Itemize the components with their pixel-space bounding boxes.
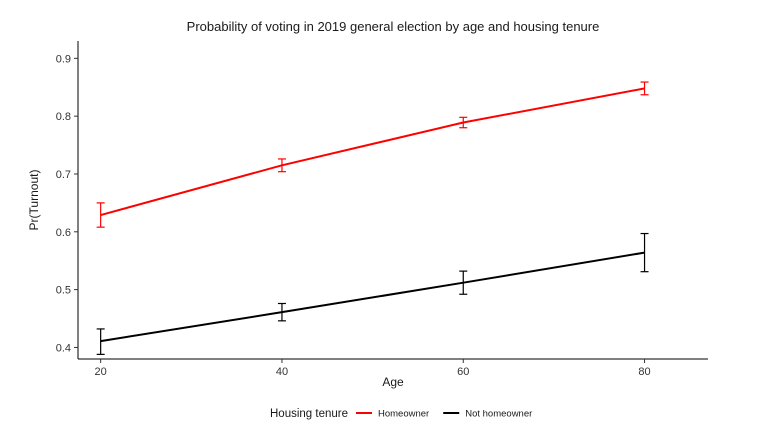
series-line-homeowner xyxy=(100,87,645,216)
legend-item-not-homeowner: Not homeowner xyxy=(443,409,532,420)
x-tick-label: 80 xyxy=(638,366,650,378)
series-homeowner xyxy=(96,81,649,228)
error-bar xyxy=(96,202,105,228)
y-tick-label: 0.5 xyxy=(56,285,71,297)
y-tick-label: 0.6 xyxy=(56,227,71,239)
series-line-not-homeowner xyxy=(100,251,645,343)
x-ticks: 20 40 60 80 xyxy=(95,359,651,378)
error-bar xyxy=(277,302,286,322)
axes: 0.4 0.5 0.6 0.7 0.8 0.9 20 40 60 80 xyxy=(56,41,708,378)
chart-title: Probability of voting in 2019 general el… xyxy=(187,19,600,34)
legend-items: Homeowner Not homeowner xyxy=(356,409,532,420)
legend-title: Housing tenure xyxy=(270,408,348,420)
x-axis-label: Age xyxy=(382,375,404,389)
error-bar xyxy=(96,328,105,355)
y-tick-label: 0.7 xyxy=(56,169,71,181)
legend-label: Not homeowner xyxy=(465,409,532,420)
error-bar xyxy=(640,81,649,96)
y-tick-label: 0.8 xyxy=(56,111,71,123)
error-bar xyxy=(459,270,468,295)
error-bar xyxy=(277,158,286,173)
series-layer xyxy=(96,81,649,355)
x-tick-label: 60 xyxy=(457,366,469,378)
y-tick-label: 0.4 xyxy=(56,342,71,354)
error-bar xyxy=(640,232,649,273)
series-not-homeowner xyxy=(96,232,649,355)
y-axis-label: Pr(Turnout) xyxy=(27,170,41,231)
error-bar xyxy=(459,116,468,129)
x-tick-label: 20 xyxy=(95,366,107,378)
y-tick-label: 0.9 xyxy=(56,53,71,65)
legend: Housing tenure Homeowner Not homeowner xyxy=(270,408,532,420)
legend-label: Homeowner xyxy=(378,409,429,420)
legend-item-homeowner: Homeowner xyxy=(356,409,429,420)
x-tick-label: 40 xyxy=(276,366,288,378)
y-ticks: 0.4 0.5 0.6 0.7 0.8 0.9 xyxy=(56,53,78,354)
